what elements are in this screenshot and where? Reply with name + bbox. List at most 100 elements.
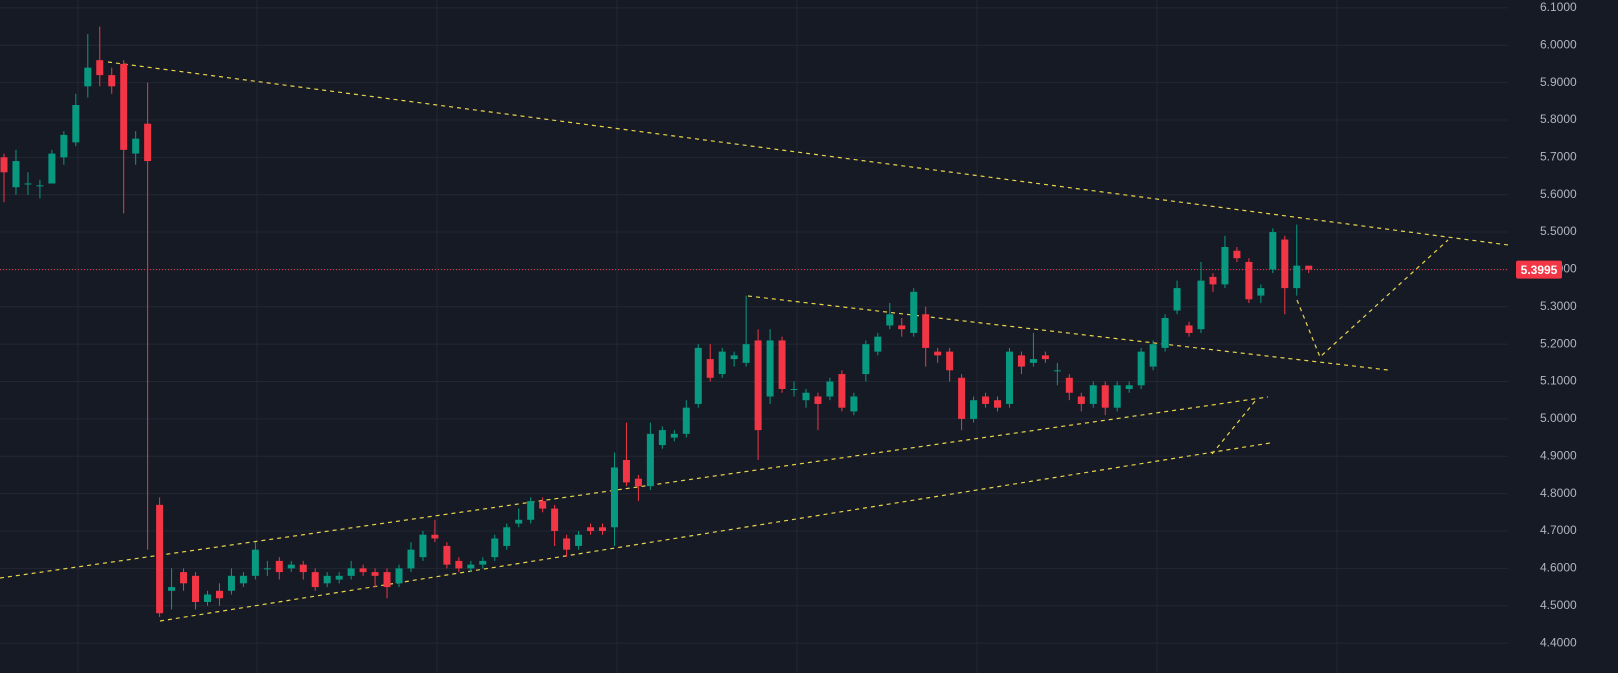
candle-body <box>419 534 427 558</box>
candle-body <box>1269 232 1277 270</box>
candle-body <box>12 161 20 188</box>
candle-body <box>251 549 259 576</box>
candle-body <box>1041 355 1049 360</box>
candle-body <box>646 433 654 487</box>
candle-body <box>1173 288 1181 311</box>
candle-body <box>1017 355 1025 367</box>
candle-body <box>658 430 666 446</box>
y-tick-label: 6.0000 <box>1540 37 1577 51</box>
candle-body <box>587 527 595 532</box>
candle-body <box>1005 351 1013 404</box>
candle-body <box>455 560 463 569</box>
y-tick-label: 4.5000 <box>1540 598 1577 612</box>
candle-body <box>36 185 44 187</box>
candle-body <box>323 575 331 584</box>
price-axis: 4.4000 4.5000 4.6000 4.7000 4.8000 4.9000 5.00… <box>1508 0 1618 673</box>
candle-body <box>814 396 822 404</box>
candle-body <box>994 400 1002 408</box>
candle-body <box>132 138 140 154</box>
candle-body <box>1293 265 1301 289</box>
y-tick-label: 5.8000 <box>1540 112 1577 126</box>
candle-body <box>120 63 128 150</box>
candle-body <box>479 560 487 565</box>
candle-body <box>527 501 535 520</box>
candle-body <box>1257 288 1265 296</box>
candle-body <box>1137 351 1145 386</box>
axis-background <box>1508 0 1618 673</box>
candle-body <box>84 67 92 87</box>
candle-body <box>371 572 379 576</box>
candle-body <box>503 527 511 546</box>
candle-body <box>910 291 918 333</box>
candle-body <box>706 359 714 378</box>
candle-body <box>287 564 295 569</box>
candle-body <box>144 123 152 162</box>
candle-body <box>407 549 415 569</box>
candle-body <box>227 575 235 591</box>
candle-body <box>946 351 954 371</box>
candle-body <box>1065 377 1073 393</box>
candle-body <box>922 314 930 348</box>
candle-body <box>610 467 618 528</box>
trend-line <box>747 295 1389 371</box>
candle-body <box>24 183 32 185</box>
candle-body <box>72 105 80 143</box>
candle-body <box>694 347 702 404</box>
y-tick-label: 5.9000 <box>1540 75 1577 89</box>
y-tick-label: 5.6000 <box>1540 187 1577 201</box>
candle-body <box>802 392 810 401</box>
trend-line <box>107 61 1517 247</box>
candle-body <box>299 564 307 573</box>
candle-body <box>311 572 319 588</box>
candle-body <box>0 157 8 173</box>
candle-body <box>1101 385 1109 408</box>
candle-body <box>778 340 786 390</box>
candle-body <box>1209 276 1217 285</box>
candle-body <box>1089 385 1097 404</box>
y-tick-label: 4.9000 <box>1540 448 1577 462</box>
candle-body <box>192 575 200 603</box>
candle-body <box>766 340 774 397</box>
candle-body <box>1053 370 1061 372</box>
candle-body <box>491 538 499 558</box>
candle-body <box>934 351 942 356</box>
candle-body <box>263 568 271 570</box>
candle-body <box>730 355 738 360</box>
candles <box>0 26 1313 617</box>
y-tick-label: 6.1000 <box>1540 0 1577 14</box>
candle-body <box>180 572 188 584</box>
candle-body <box>395 568 403 584</box>
y-tick-label: 5.7000 <box>1540 149 1577 163</box>
candle-body <box>1281 239 1289 289</box>
candle-body <box>575 534 583 546</box>
candle-body <box>898 325 906 330</box>
candle-body <box>168 587 176 591</box>
candle-body <box>670 433 678 438</box>
trend-projection <box>1211 399 1257 455</box>
y-tick-label: 5.1000 <box>1540 374 1577 388</box>
candle-body <box>96 60 104 76</box>
y-tick-label: 5.3000 <box>1540 299 1577 313</box>
trend-line <box>159 442 1271 622</box>
candle-body <box>347 568 355 576</box>
grid <box>0 0 1508 673</box>
y-tick-label: 5.5000 <box>1540 224 1577 238</box>
candle-body <box>383 572 391 588</box>
trend-projection <box>1296 239 1449 359</box>
candle-body <box>1233 250 1241 259</box>
candle-body <box>682 407 690 434</box>
candle-body <box>359 568 367 573</box>
candle-body <box>958 377 966 419</box>
candle-body <box>203 594 211 603</box>
y-tick-label: 5.2000 <box>1540 336 1577 350</box>
candle-body <box>443 545 451 565</box>
candle-body <box>826 381 834 397</box>
y-tick-label: 5.0000 <box>1540 411 1577 425</box>
candle-body <box>335 575 343 580</box>
candle-body <box>838 374 846 408</box>
candle-body <box>1221 247 1229 285</box>
trend-lines <box>0 61 1517 622</box>
candle-body <box>1185 325 1193 333</box>
